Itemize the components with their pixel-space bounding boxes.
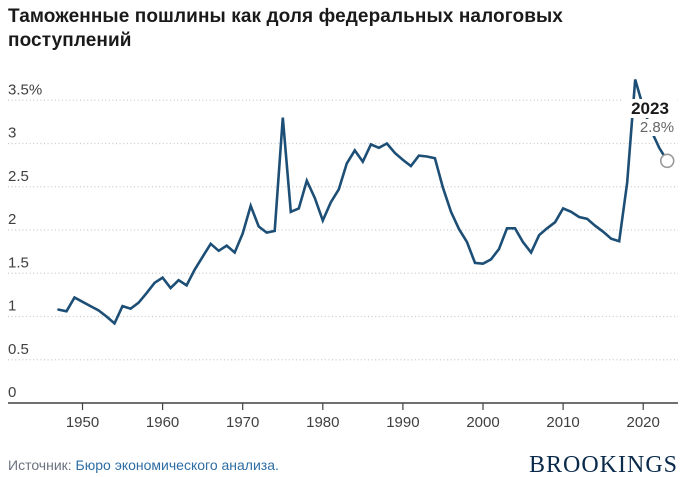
annotation-value-label: 2.8%	[637, 119, 677, 136]
x-axis-tick-label: 1990	[386, 414, 419, 431]
x-axis-tick-label: 2000	[466, 414, 499, 431]
brookings-logo: BROOKINGS	[528, 452, 678, 477]
source-prefix-label: Источник:	[8, 457, 72, 473]
y-axis-tick-label: 3	[8, 125, 16, 142]
source-note: Источник: Бюро экономического анализа.	[8, 457, 279, 473]
annotation-year-label: 2023	[623, 99, 677, 118]
x-axis-tick-label: 1950	[66, 414, 99, 431]
y-axis-tick-label: 0.5	[8, 341, 29, 358]
x-axis-tick-label: 1960	[146, 414, 179, 431]
x-axis-tick-label: 1980	[306, 414, 339, 431]
y-axis-tick-label: 2	[8, 211, 16, 228]
y-axis-tick-label: 0	[8, 384, 16, 401]
x-axis-tick-label: 2020	[627, 414, 660, 431]
y-axis-tick-label: 1	[8, 298, 16, 315]
chart-title: Таможенные пошлины как доля федеральных …	[8, 6, 563, 51]
data-line-customs-share	[57, 79, 669, 326]
y-axis-tick-label: 1.5	[8, 254, 29, 271]
end-point-marker	[659, 153, 675, 169]
y-axis-tick-label: 3.5%	[8, 81, 42, 98]
source-link[interactable]: Бюро экономического анализа.	[75, 457, 279, 473]
x-axis-tick-label: 1970	[226, 414, 259, 431]
y-axis-tick-label: 2.5	[8, 168, 29, 185]
x-axis-tick-label: 2010	[546, 414, 579, 431]
